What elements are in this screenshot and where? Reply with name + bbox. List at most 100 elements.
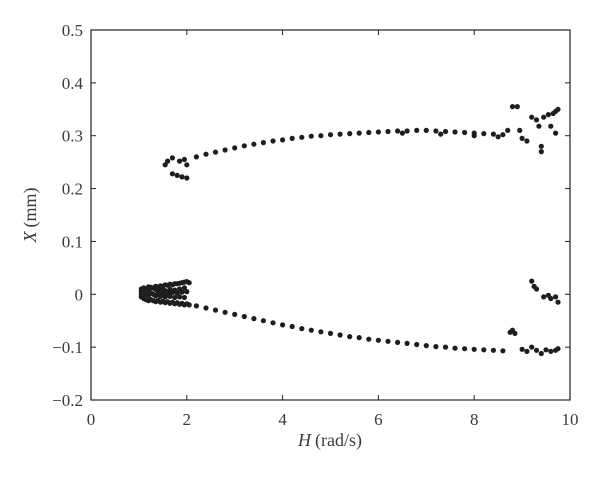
data-point: [414, 341, 420, 348]
data-point: [471, 133, 477, 139]
data-point: [270, 138, 276, 144]
data-point: [232, 311, 238, 317]
data-point: [177, 158, 183, 164]
data-point: [174, 172, 180, 178]
data-point: [462, 346, 468, 352]
data-point: [347, 131, 353, 137]
data-point: [538, 149, 544, 155]
data-point: [385, 338, 391, 344]
plot-frame: [90, 29, 571, 401]
data-point: [308, 327, 314, 333]
data-point: [375, 129, 381, 135]
data-point: [289, 323, 295, 330]
data-point: [395, 339, 401, 345]
data-point: [181, 285, 187, 291]
y-tick-label: −0.2: [52, 391, 83, 410]
data-point: [193, 303, 199, 309]
data-point: [318, 133, 324, 139]
x-tick-label: 8: [470, 410, 479, 429]
data-point: [555, 106, 561, 112]
data-point: [438, 131, 444, 137]
data-point: [395, 128, 401, 134]
data-point: [280, 322, 286, 328]
data-point: [179, 174, 185, 180]
data-point: [165, 158, 171, 164]
data-point: [533, 117, 540, 123]
y-tick-label: 0: [75, 285, 84, 304]
data-point: [366, 336, 372, 342]
data-point: [543, 347, 549, 353]
data-point: [366, 129, 372, 136]
data-point: [172, 294, 178, 301]
data-point: [375, 337, 381, 343]
data-point: [251, 316, 257, 322]
data-point: [222, 147, 228, 153]
data-point: [442, 344, 449, 350]
data-point: [524, 138, 530, 144]
data-point: [423, 127, 429, 133]
data-point: [553, 130, 559, 136]
data-point: [490, 347, 496, 353]
data-point: [529, 278, 535, 284]
data-point: [500, 348, 506, 354]
data-point: [177, 294, 183, 300]
data-point: [555, 299, 561, 305]
data-point: [500, 132, 506, 138]
data-point: [490, 131, 496, 137]
data-point: [356, 335, 362, 341]
data-point: [181, 156, 187, 163]
data-point: [529, 344, 535, 350]
data-point: [555, 346, 561, 352]
data-point: [545, 112, 552, 118]
data-point: [423, 343, 429, 349]
data-point: [186, 280, 192, 286]
data-point: [212, 149, 219, 155]
data-point: [162, 294, 168, 300]
data-points: [138, 104, 561, 357]
data-point: [308, 133, 314, 139]
data-point: [533, 347, 540, 353]
data-point: [517, 127, 523, 133]
data-point: [385, 128, 391, 135]
data-point: [280, 137, 286, 143]
y-tick-label: −0.1: [52, 338, 83, 357]
data-point: [529, 114, 535, 120]
data-point: [509, 104, 516, 110]
data-point: [519, 346, 525, 352]
data-point: [299, 134, 305, 140]
x-tick-label: 4: [278, 410, 287, 429]
data-point: [452, 345, 458, 351]
y-tick-label: 0.1: [62, 232, 83, 251]
data-point: [347, 334, 353, 340]
data-point: [538, 350, 544, 357]
data-point: [203, 305, 209, 311]
tick-labels: 0 2 4 6 8 10 0.5 0.4 0.3 0.2 0.1 0 −0.1 −0.2: [52, 21, 578, 429]
data-point: [241, 143, 247, 149]
data-point: [169, 171, 175, 177]
data-point: [289, 135, 295, 141]
data-point: [186, 302, 192, 308]
y-axis-label: X(mm): [20, 188, 41, 244]
data-point: [462, 129, 468, 136]
data-point: [232, 145, 238, 151]
data-point: [548, 295, 554, 302]
axis-ticks: [90, 29, 571, 401]
data-point: [299, 326, 305, 332]
data-point: [404, 128, 410, 134]
x-tick-label: 6: [374, 410, 383, 429]
data-point: [414, 127, 420, 133]
y-tick-label: 0.5: [62, 21, 83, 40]
data-point: [481, 131, 487, 137]
x-axis-label: H (rad/s): [297, 430, 362, 451]
data-point: [222, 309, 228, 315]
data-point: [533, 286, 540, 292]
data-point: [433, 344, 439, 350]
data-point: [337, 332, 343, 338]
data-point: [433, 128, 439, 134]
data-point: [251, 141, 257, 147]
x-tick-label: 10: [562, 410, 579, 429]
x-tick-label: 0: [87, 410, 96, 429]
data-point: [404, 340, 410, 346]
y-tick-label: 0.4: [62, 74, 84, 93]
data-point: [241, 313, 247, 320]
